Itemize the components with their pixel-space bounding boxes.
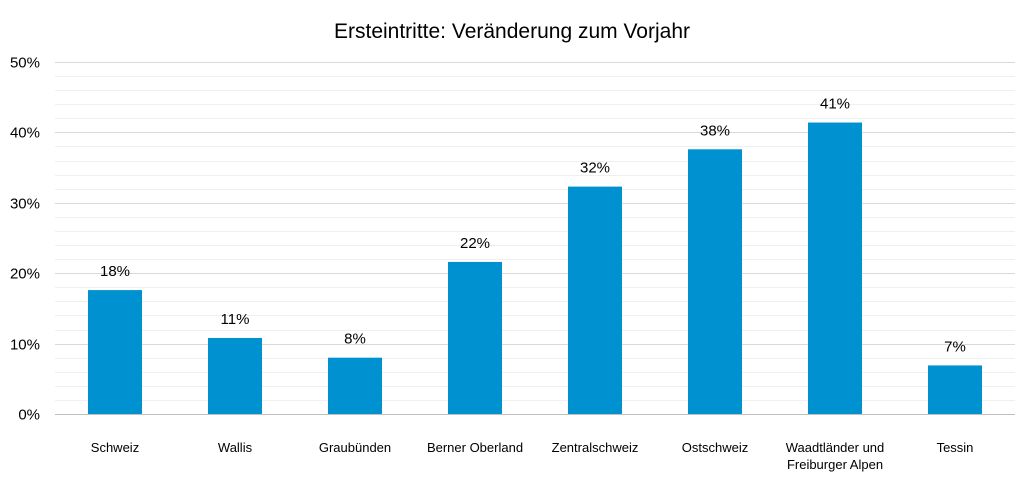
category-label-line: Wallis bbox=[218, 440, 253, 455]
gridlines bbox=[55, 62, 1015, 415]
category-label-line: Ostschweiz bbox=[682, 440, 748, 455]
bar bbox=[448, 261, 502, 414]
y-tick-label: 10% bbox=[10, 337, 40, 354]
bar bbox=[88, 290, 142, 414]
category-label-line: Waadtländer und bbox=[786, 440, 885, 455]
y-tick-label: 40% bbox=[10, 125, 40, 142]
bar bbox=[808, 122, 862, 414]
category-label: Waadtländer und Freiburger Alpen bbox=[786, 440, 885, 472]
data-label: 32% bbox=[580, 160, 610, 177]
category-label: Berner Oberland bbox=[427, 440, 523, 455]
category-label-line: Zentralschweiz bbox=[552, 440, 639, 455]
category-label: Zentralschweiz bbox=[552, 440, 639, 455]
bar bbox=[208, 337, 262, 414]
y-tick-label: 30% bbox=[10, 196, 40, 213]
y-axis: 0% 10% 20% 30% 40% 50% bbox=[10, 55, 40, 424]
data-label: 22% bbox=[460, 235, 490, 252]
data-label: 7% bbox=[944, 338, 966, 355]
category-label-line: Freiburger Alpen bbox=[787, 457, 883, 472]
category-label: Graubünden bbox=[319, 440, 391, 455]
chart-title: Ersteintritte: Veränderung zum Vorjahr bbox=[334, 20, 690, 43]
y-tick-label: 50% bbox=[10, 55, 40, 72]
y-tick-label: 20% bbox=[10, 266, 40, 283]
data-label: 38% bbox=[700, 122, 730, 139]
category-label: Schweiz bbox=[91, 440, 139, 455]
category-label: Wallis bbox=[218, 440, 253, 455]
category-label-line: Schweiz bbox=[91, 440, 139, 455]
x-axis: Schweiz Wallis Graubünden Berner Oberland Ze… bbox=[91, 440, 974, 472]
bar bbox=[328, 357, 382, 414]
bar bbox=[688, 149, 742, 414]
bar-series bbox=[88, 122, 982, 414]
data-label: 18% bbox=[100, 263, 130, 280]
data-labels: 18% 11% 8% 22% 32% 38% 41% 7% bbox=[100, 96, 966, 356]
category-label: Tessin bbox=[937, 440, 974, 455]
data-label: 11% bbox=[221, 311, 250, 328]
y-tick-label: 0% bbox=[18, 407, 40, 424]
bar bbox=[928, 365, 982, 414]
bar bbox=[568, 186, 622, 414]
category-label-line: Tessin bbox=[937, 440, 974, 455]
category-label: Ostschweiz bbox=[682, 440, 748, 455]
data-label: 8% bbox=[344, 331, 366, 348]
category-label-line: Graubünden bbox=[319, 440, 391, 455]
data-label: 41% bbox=[820, 96, 850, 113]
category-label-line: Berner Oberland bbox=[427, 440, 523, 455]
